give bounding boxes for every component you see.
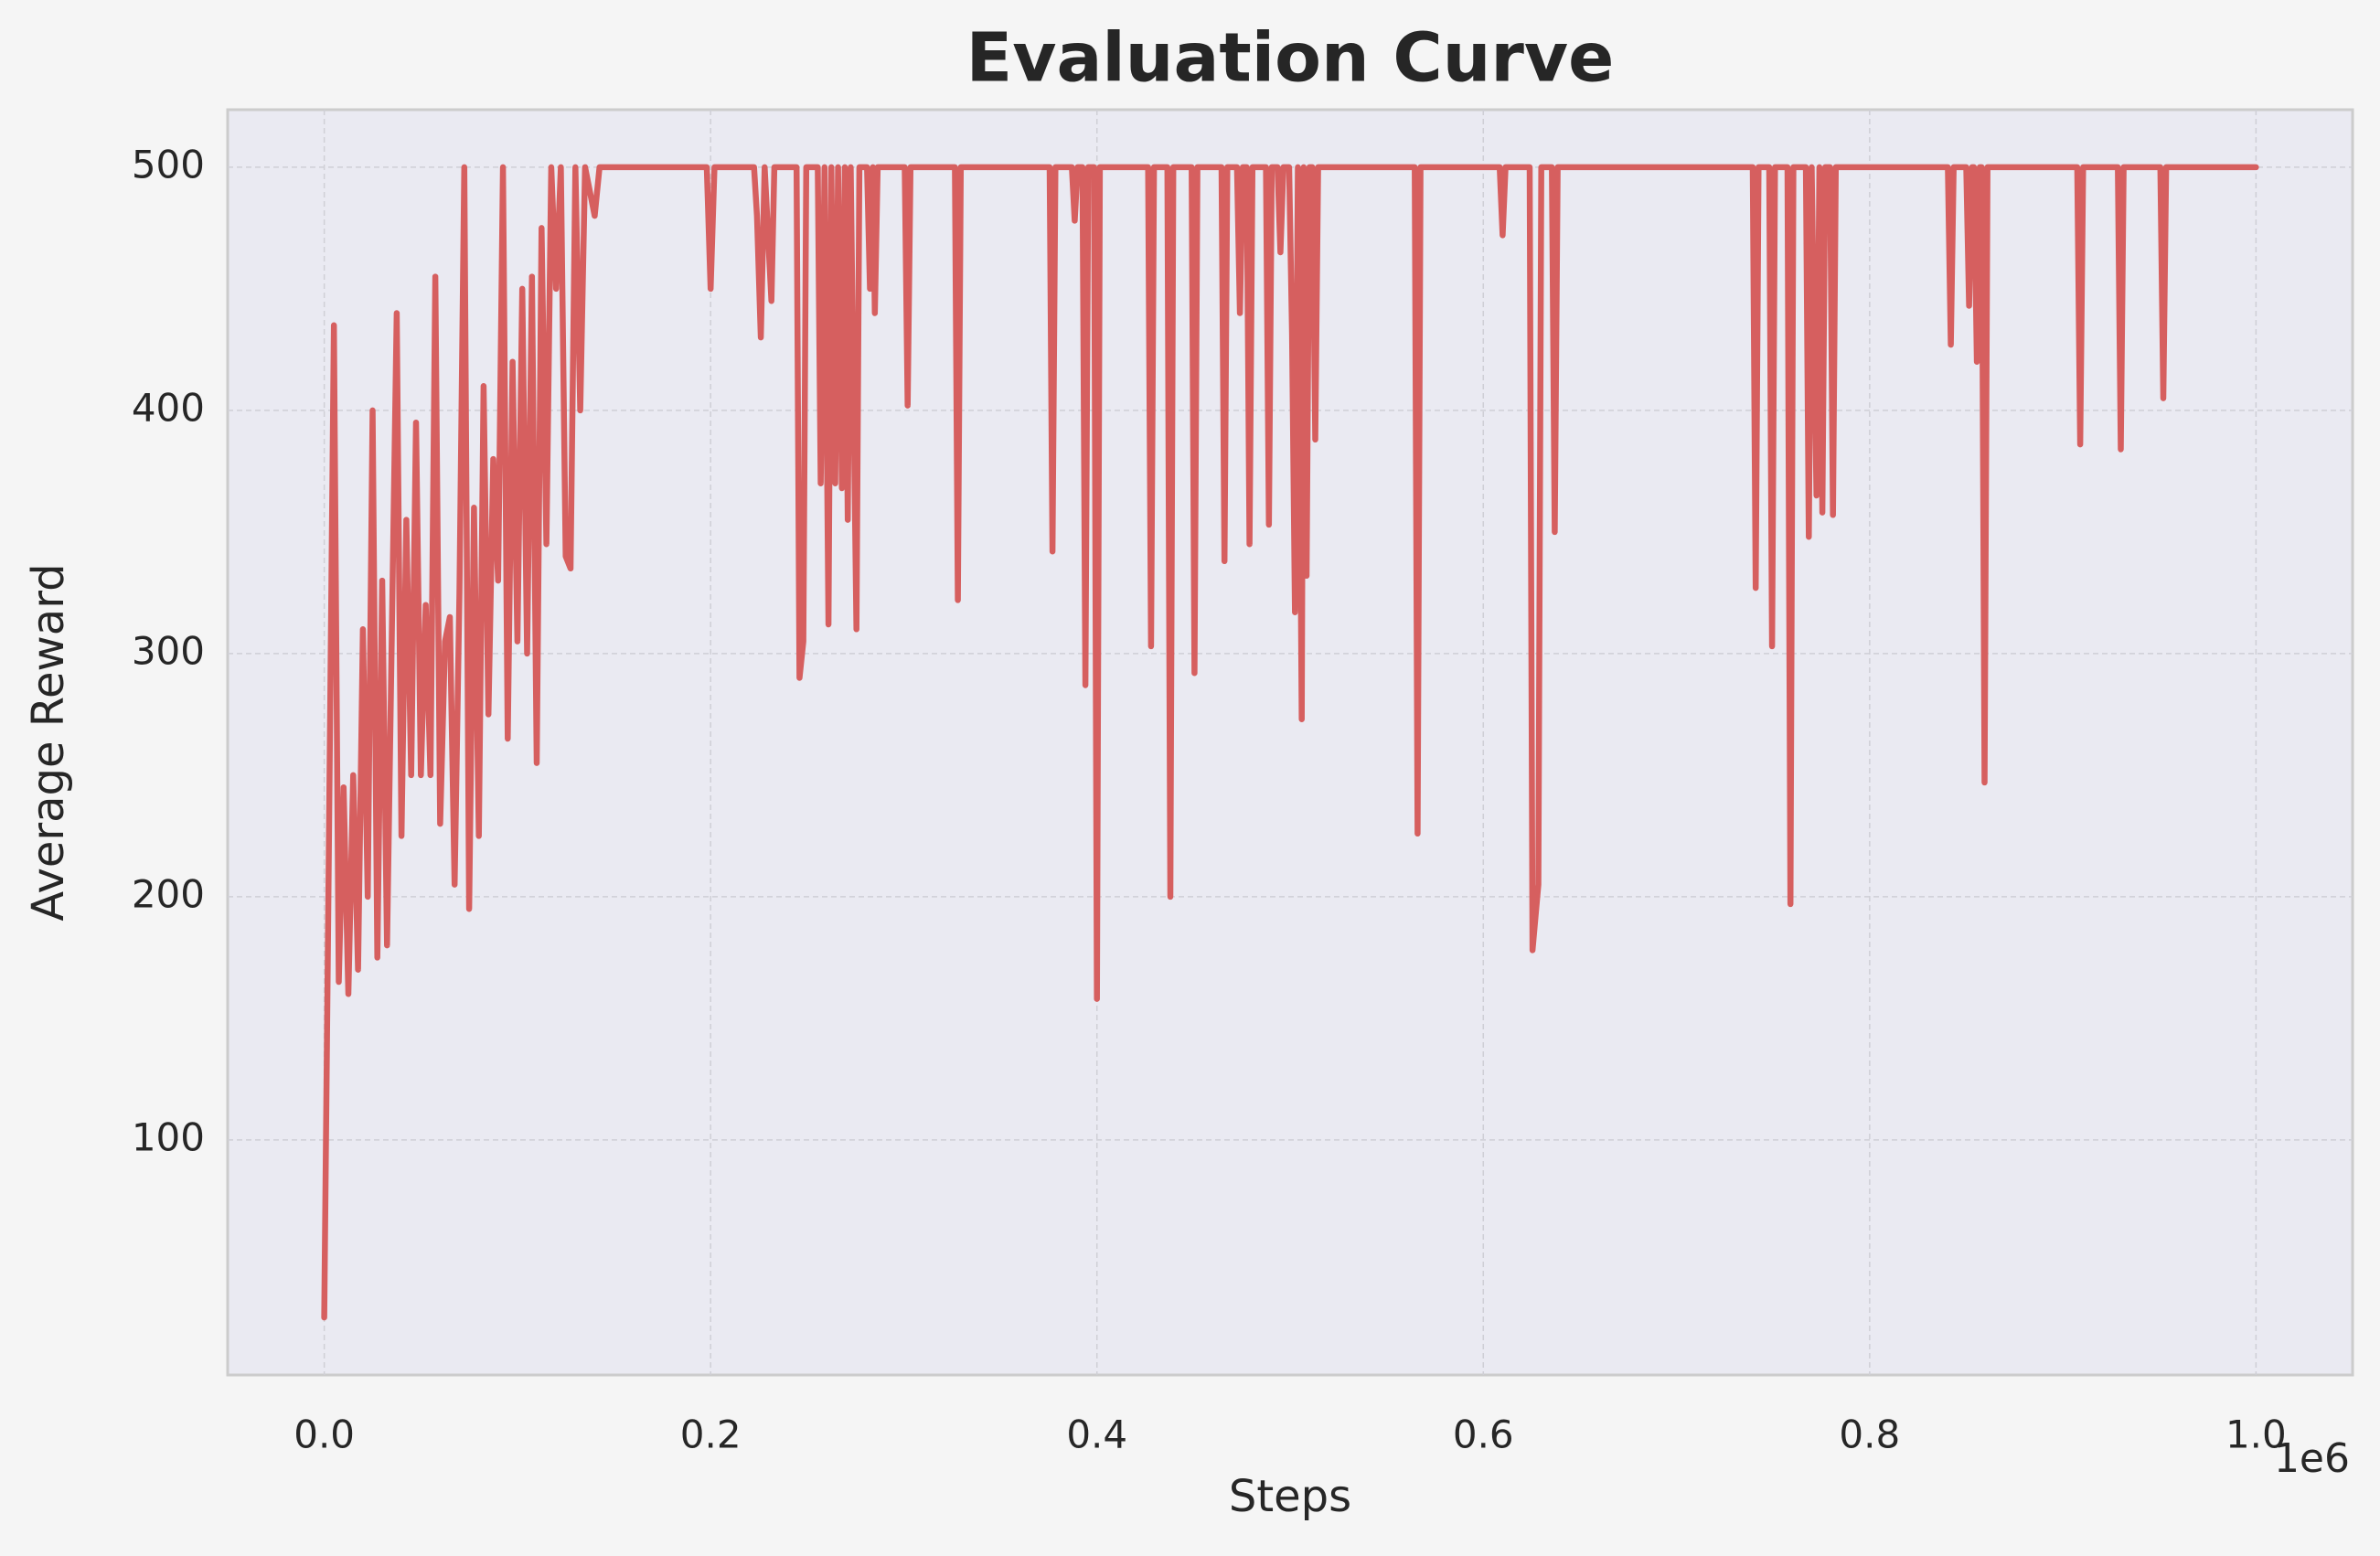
x-tick-label: 0.4: [1066, 1412, 1127, 1457]
y-tick-label: 200: [132, 871, 205, 916]
y-tick-label: 500: [132, 142, 205, 187]
x-axis-label: Steps: [1229, 1471, 1351, 1522]
y-tick-label: 400: [132, 385, 205, 430]
y-tick-label: 100: [132, 1114, 205, 1159]
x-tick-label: 0.8: [1839, 1412, 1900, 1457]
x-tick-label: 0.0: [293, 1412, 355, 1457]
y-tick-label: 300: [132, 628, 205, 673]
x-tick-label: 1.0: [2225, 1412, 2287, 1457]
x-tick-label: 0.2: [680, 1412, 742, 1457]
y-axis-label: Average Reward: [23, 563, 74, 921]
data-line: [321, 164, 2259, 1321]
chart-title: Evaluation Curve: [966, 19, 1615, 98]
x-offset-label: 1e6: [2274, 1435, 2350, 1482]
x-tick-label: 0.6: [1453, 1412, 1514, 1457]
